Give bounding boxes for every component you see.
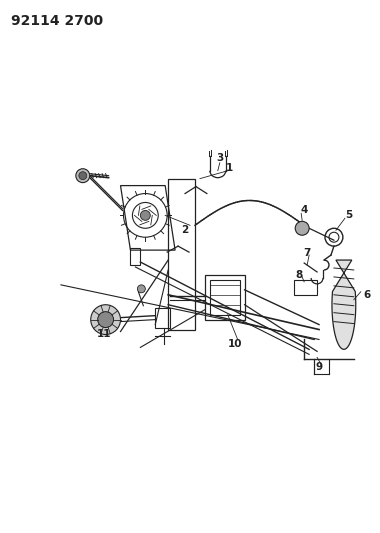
Text: 10: 10 xyxy=(227,340,242,350)
Text: 3: 3 xyxy=(216,153,223,163)
Text: 92114 2700: 92114 2700 xyxy=(11,14,103,28)
Circle shape xyxy=(295,221,309,235)
Text: 9: 9 xyxy=(315,362,323,372)
Circle shape xyxy=(138,285,145,293)
Circle shape xyxy=(91,305,120,335)
Text: 7: 7 xyxy=(304,248,311,258)
Circle shape xyxy=(76,169,90,183)
Circle shape xyxy=(140,211,150,220)
Text: 5: 5 xyxy=(345,211,353,220)
Text: 2: 2 xyxy=(181,225,188,235)
Text: 11: 11 xyxy=(97,329,111,340)
Text: 4: 4 xyxy=(301,205,308,215)
Text: 8: 8 xyxy=(296,270,303,280)
Polygon shape xyxy=(332,260,356,349)
Circle shape xyxy=(79,172,87,180)
Circle shape xyxy=(98,312,114,328)
Text: 1: 1 xyxy=(226,163,233,173)
Text: 6: 6 xyxy=(363,290,370,300)
